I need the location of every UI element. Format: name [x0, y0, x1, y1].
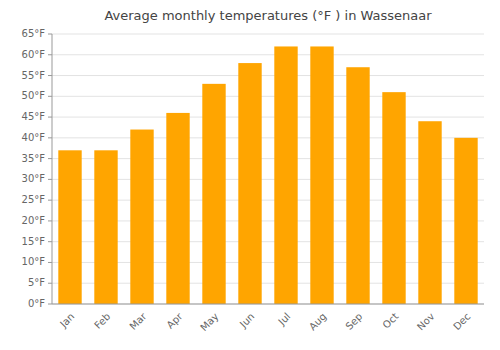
x-axis: Jan Feb Mar Apr May Jun Jul Aug Sep Oct Nov Dec	[57, 310, 472, 333]
y-tick	[48, 179, 52, 180]
x-tick-label: Jan	[57, 311, 76, 330]
x-axis-line	[52, 304, 484, 305]
y-tick	[48, 117, 52, 118]
title: Average monthly temperatures (°F ) in Wa…	[104, 8, 432, 23]
y-tick-label: 5°F	[28, 277, 45, 288]
y-tick-label: 45°F	[22, 111, 46, 122]
grid-line	[52, 117, 484, 118]
chart-container: 0°F 5°F 10°F 15°F 20°F 25°F 30°F 35°F 40°F 45°F 50…	[0, 0, 500, 350]
bar	[310, 46, 333, 304]
bar	[418, 121, 441, 304]
y-tick	[48, 304, 52, 305]
x-tick-label: Apr	[164, 310, 185, 331]
bar	[238, 63, 261, 304]
y-tick	[48, 241, 52, 242]
y-axis-line	[52, 34, 53, 304]
bar	[202, 84, 225, 304]
y-tick	[48, 158, 52, 159]
bar	[346, 67, 369, 304]
y-tick-label: 25°F	[22, 194, 46, 205]
y-axis: 0°F 5°F 10°F 15°F 20°F 25°F 30°F 35°F 40°F 45°F 50…	[22, 28, 52, 309]
x-tick-label: Sep	[343, 311, 364, 332]
grid-line	[52, 54, 484, 55]
y-tick	[48, 262, 52, 263]
x-tick-label: Feb	[92, 311, 112, 331]
y-tick-label: 55°F	[22, 70, 46, 81]
y-tick	[48, 220, 52, 221]
y-tick-label: 65°F	[22, 28, 46, 39]
y-tick-label: 15°F	[22, 236, 46, 247]
bar	[274, 46, 297, 304]
x-tick-label: Jun	[237, 311, 257, 331]
y-tick	[48, 34, 52, 35]
chart: 0°F 5°F 10°F 15°F 20°F 25°F 30°F 35°F 40°F 45°F 50…	[0, 0, 500, 350]
y-tick-label: 30°F	[22, 173, 46, 184]
x-tick-label: May	[198, 311, 220, 333]
grid-line	[52, 96, 484, 97]
x-tick-label: Nov	[415, 311, 437, 333]
grid	[52, 34, 484, 304]
y-tick-label: 50°F	[22, 90, 46, 101]
bar	[58, 150, 81, 304]
y-tick	[48, 200, 52, 201]
x-tick-label: Aug	[307, 311, 329, 333]
bars	[58, 46, 477, 304]
y-tick-label: 0°F	[28, 298, 45, 309]
x-tick-label: Mar	[127, 310, 149, 332]
y-tick-label: 10°F	[22, 256, 46, 267]
y-tick	[48, 54, 52, 55]
y-tick-label: 35°F	[22, 153, 46, 164]
y-tick	[48, 283, 52, 284]
y-tick-label: 20°F	[22, 215, 46, 226]
bar	[94, 150, 117, 304]
x-tick-label: Dec	[451, 311, 472, 332]
bar	[166, 113, 189, 304]
bar	[382, 92, 405, 304]
grid-line	[52, 75, 484, 76]
grid-line	[52, 304, 484, 305]
y-tick	[48, 137, 52, 138]
y-tick-label: 40°F	[22, 132, 46, 143]
x-tick-label: Oct	[380, 311, 400, 331]
y-tick	[48, 75, 52, 76]
bar	[130, 130, 153, 304]
y-tick	[48, 96, 52, 97]
x-tick-label: Jul	[275, 311, 292, 328]
y-tick-label: 60°F	[22, 49, 46, 60]
grid-line	[52, 34, 484, 35]
bar	[454, 138, 477, 304]
